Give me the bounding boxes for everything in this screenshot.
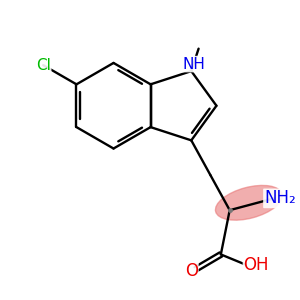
Text: NH₂: NH₂: [264, 189, 296, 207]
Ellipse shape: [215, 185, 282, 220]
Text: NH: NH: [182, 57, 205, 72]
Text: OH: OH: [244, 256, 269, 274]
Text: O: O: [185, 262, 198, 280]
Text: Cl: Cl: [36, 58, 51, 73]
